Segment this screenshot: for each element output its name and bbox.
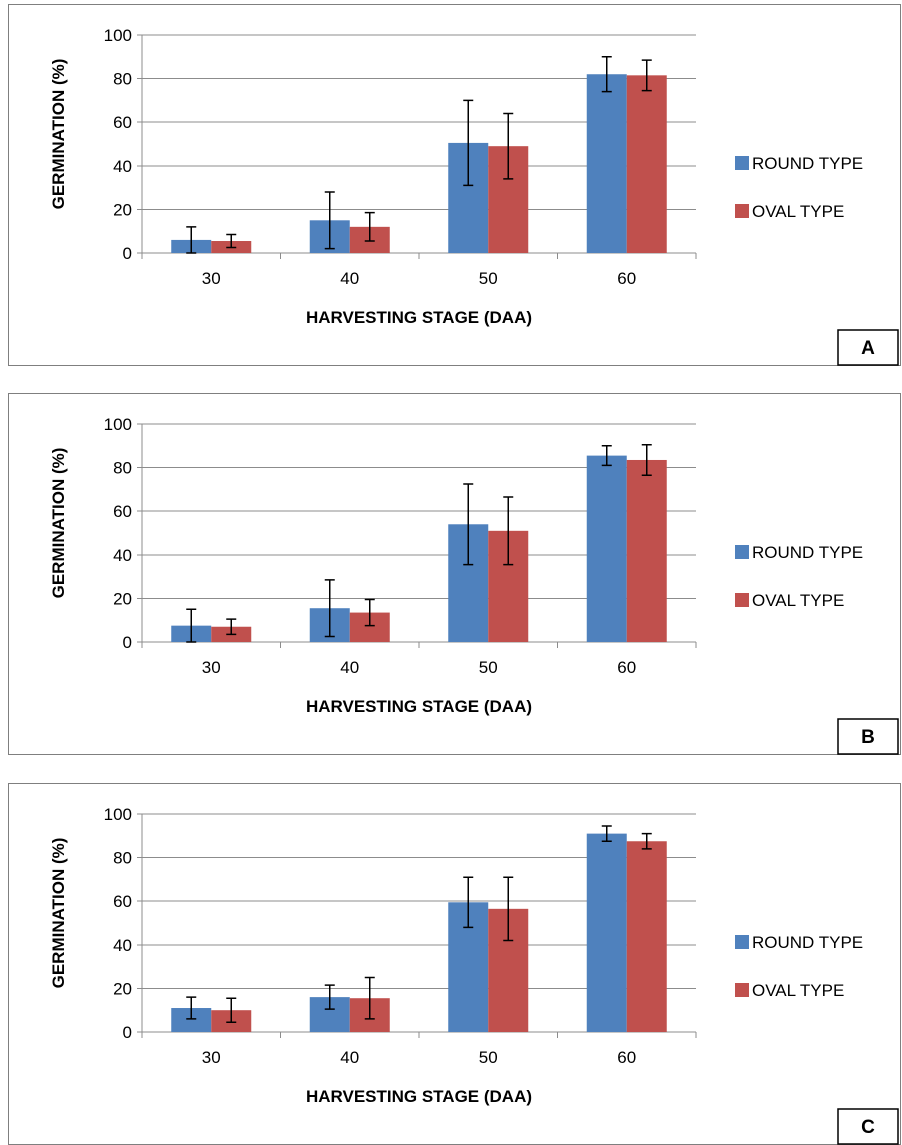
error-bar	[641, 443, 652, 476]
legend-label-round: ROUND TYPE	[752, 933, 863, 952]
panel-label: A	[861, 338, 875, 359]
chart-svg: 0 20 40 60 80 100 30 40 50 60 HARVESTING STAGE (DA…	[8, 4, 901, 366]
panel-label: C	[861, 1117, 875, 1138]
legend-label-oval: OVAL TYPE	[752, 591, 844, 610]
x-tick-label: 60	[617, 269, 636, 288]
y-tick-label: 100	[104, 26, 132, 45]
error-bar	[364, 976, 375, 1020]
legend-swatch-round	[735, 935, 749, 949]
x-axis-title: HARVESTING STAGE (DAA)	[306, 308, 532, 327]
y-tick-label: 0	[123, 244, 132, 263]
panel-label: B	[861, 727, 875, 748]
bar-round-60	[586, 455, 627, 642]
error-bar	[463, 99, 474, 187]
bar-oval-60	[626, 75, 667, 253]
legend-swatch-oval	[735, 983, 749, 997]
error-bar	[641, 59, 652, 92]
y-tick-label: 40	[113, 936, 132, 955]
error-bar	[463, 483, 474, 566]
panel-label-box	[837, 329, 899, 366]
y-tick-label: 0	[123, 1023, 132, 1042]
x-tick-label: 40	[340, 1048, 359, 1067]
x-tick-label: 60	[617, 1048, 636, 1067]
x-tick-label: 50	[479, 269, 498, 288]
error-bar	[463, 876, 474, 929]
error-bar	[503, 112, 514, 180]
error-bar	[364, 211, 375, 242]
error-bar	[324, 984, 335, 1010]
error-bar	[364, 598, 375, 627]
legend-swatch-round	[735, 156, 749, 170]
x-tick-label: 30	[202, 1048, 221, 1067]
error-bar	[226, 997, 237, 1023]
y-tick-label: 20	[113, 589, 132, 608]
x-axis-title: HARVESTING STAGE (DAA)	[306, 1087, 532, 1106]
error-bar	[324, 579, 335, 638]
chart-panel-a: 0 20 40 60 80 100 30 40 50 60 HARVESTING STAGE (DA…	[8, 4, 901, 366]
legend-label-oval: OVAL TYPE	[752, 981, 844, 1000]
y-tick-label: 80	[113, 459, 132, 478]
error-bar	[226, 233, 237, 249]
x-tick-label: 30	[202, 658, 221, 677]
bar-round-60	[586, 833, 627, 1032]
y-tick-label: 80	[113, 70, 132, 89]
error-bar	[641, 832, 652, 850]
error-bar	[226, 618, 237, 636]
x-axis-title: HARVESTING STAGE (DAA)	[306, 697, 532, 716]
legend-label-round: ROUND TYPE	[752, 154, 863, 173]
y-tick-label: 100	[104, 805, 132, 824]
y-tick-label: 0	[123, 633, 132, 652]
x-tick-label: 30	[202, 269, 221, 288]
chart-panel-b: 0 20 40 60 80 100 30 40 50 60 HARVESTING STAGE (DA…	[8, 393, 901, 755]
error-bar	[601, 445, 612, 467]
error-bar	[503, 876, 514, 942]
bar-oval-60	[626, 841, 667, 1032]
y-tick-label: 40	[113, 157, 132, 176]
x-tick-label: 50	[479, 658, 498, 677]
x-tick-label: 60	[617, 658, 636, 677]
error-bar	[324, 191, 335, 250]
x-tick-label: 50	[479, 1048, 498, 1067]
chart-panel-c: 0 20 40 60 80 100 30 40 50 60 HARVESTING STAGE (DA…	[8, 783, 901, 1145]
error-bar	[601, 825, 612, 842]
x-tick-label: 40	[340, 658, 359, 677]
chart-svg: 0 20 40 60 80 100 30 40 50 60 HARVESTING STAGE (DA…	[8, 783, 901, 1145]
y-tick-label: 60	[113, 113, 132, 132]
y-axis-title: GERMINATION (%)	[49, 838, 68, 989]
y-tick-label: 40	[113, 546, 132, 565]
panel-label-box	[837, 1108, 899, 1145]
bar-round-60	[586, 74, 627, 254]
x-tick-label: 40	[340, 269, 359, 288]
error-bar	[503, 496, 514, 566]
bar-oval-60	[626, 459, 667, 642]
legend-swatch-round	[735, 545, 749, 559]
y-tick-label: 20	[113, 200, 132, 219]
panel-label-box	[837, 718, 899, 755]
y-tick-label: 60	[113, 502, 132, 521]
error-bar	[186, 608, 197, 643]
chart-svg: 0 20 40 60 80 100 30 40 50 60 HARVESTING STAGE (DA…	[8, 393, 901, 755]
error-bar	[186, 226, 197, 254]
y-tick-label: 100	[104, 415, 132, 434]
y-tick-label: 20	[113, 979, 132, 998]
y-axis-title: GERMINATION (%)	[49, 59, 68, 210]
legend-swatch-oval	[735, 593, 749, 607]
y-axis-title: GERMINATION (%)	[49, 448, 68, 599]
error-bar	[601, 56, 612, 93]
bar-round-30	[171, 1008, 212, 1032]
legend-label-round: ROUND TYPE	[752, 543, 863, 562]
y-tick-label: 80	[113, 849, 132, 868]
legend-label-oval: OVAL TYPE	[752, 202, 844, 221]
y-tick-label: 60	[113, 892, 132, 911]
error-bar	[186, 996, 197, 1020]
legend-swatch-oval	[735, 204, 749, 218]
